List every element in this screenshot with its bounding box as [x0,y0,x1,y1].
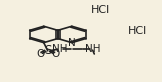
Text: HCl: HCl [91,5,110,15]
Text: O: O [51,49,59,59]
Text: NH: NH [52,44,68,54]
Text: NH: NH [85,44,100,54]
Text: O: O [36,49,45,59]
Text: HCl: HCl [128,26,147,36]
Text: S: S [44,44,52,57]
Text: N: N [68,38,76,48]
